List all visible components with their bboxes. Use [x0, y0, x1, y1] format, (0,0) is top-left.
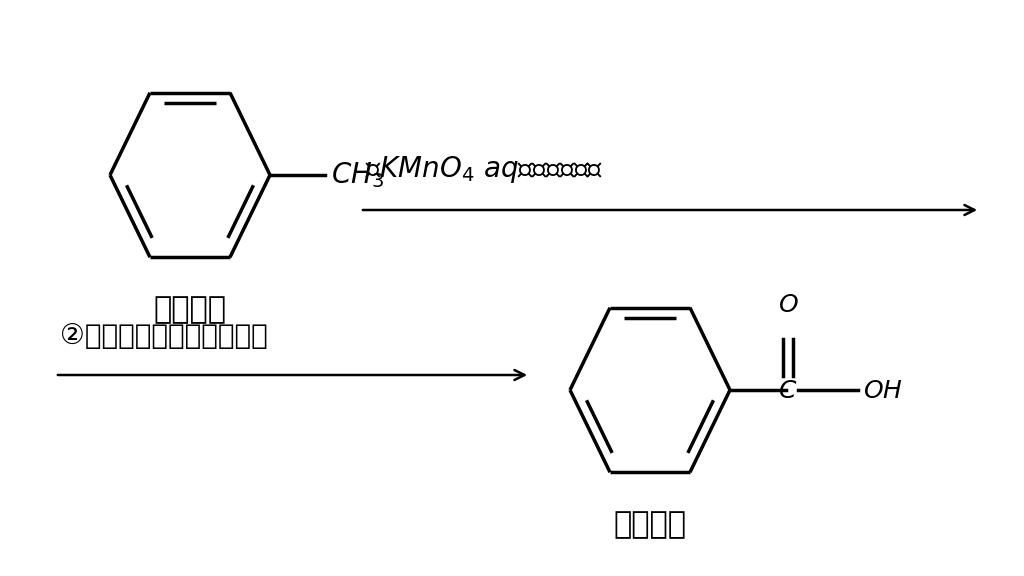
Text: ①$KMnO_4$ $aq$とともに加熱: ①$KMnO_4$ $aq$とともに加熱: [365, 154, 603, 185]
Text: トルエン: トルエン: [154, 295, 226, 324]
Text: ②反応後に希塩酸を加える: ②反応後に希塩酸を加える: [60, 322, 267, 350]
Text: $C$: $C$: [778, 381, 798, 404]
Text: $O$: $O$: [777, 294, 799, 317]
Text: 安息香酸: 安息香酸: [613, 510, 686, 539]
Text: $CH_3$: $CH_3$: [331, 160, 384, 190]
Text: $OH$: $OH$: [863, 381, 903, 404]
